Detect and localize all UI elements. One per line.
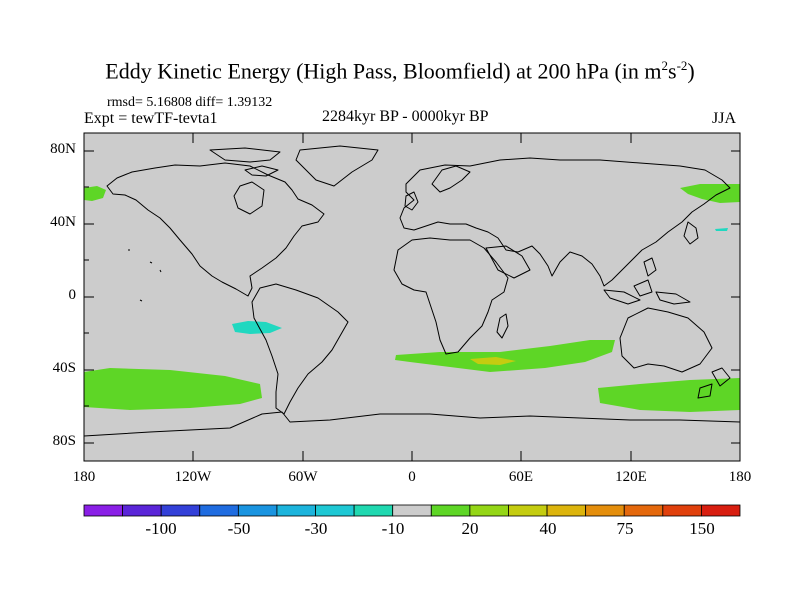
- stats-text: rmsd= 5.16808 diff= 1.39132: [107, 95, 273, 110]
- colorbar-label: 40: [539, 519, 557, 538]
- colorbar-label: -50: [227, 519, 251, 538]
- colorbar-swatch: [469, 504, 509, 517]
- lon-label: 180: [728, 469, 752, 485]
- coast-antarctica: [83, 411, 741, 437]
- colorbar-swatch: [83, 504, 123, 517]
- anomaly-fill: [84, 184, 740, 412]
- anomaly-south-pacific: [84, 368, 262, 410]
- coast-scandinavia: [431, 165, 471, 193]
- colorbar-swatch: [237, 504, 278, 517]
- colorbar-swatch: [585, 504, 625, 517]
- lat-label: 80S: [52, 433, 76, 449]
- plot-title: Eddy Kinetic Energy (High Pass, Bloomfie…: [105, 58, 695, 84]
- colorbar-label: 75: [616, 519, 634, 538]
- colorbar-swatch: [122, 504, 162, 517]
- coastlines: [83, 145, 741, 437]
- lon-label: 180: [72, 469, 96, 485]
- anomaly-north-pacific-negative: [715, 228, 728, 231]
- coast-australia: [619, 307, 713, 373]
- lon-label: 60E: [508, 469, 534, 485]
- coast-indonesia: [603, 257, 691, 305]
- coast-hudson-bay: [233, 181, 265, 215]
- coast-madagascar: [496, 313, 509, 339]
- colorbar-swatch: [430, 504, 471, 517]
- coast-greenland: [295, 145, 379, 187]
- colorbar-label: 20: [461, 519, 479, 538]
- coast-arctic-islands: [209, 147, 281, 177]
- lat-label: 40S: [52, 360, 76, 376]
- season-label: JJA: [712, 110, 737, 127]
- anomaly-north-pacific-west: [84, 186, 106, 201]
- coast-british-isles: [404, 191, 419, 211]
- coast-africa: [393, 237, 509, 355]
- colorbar-label: -100: [145, 519, 177, 538]
- colorbar-swatch: [199, 504, 239, 517]
- anomaly-south-indian: [395, 340, 615, 372]
- anomaly-south-indian-max: [470, 357, 516, 365]
- colorbar-swatch: [546, 504, 587, 517]
- coast-south-america: [251, 283, 349, 415]
- colorbar-label: 150: [689, 519, 715, 538]
- coast-japan: [683, 221, 699, 245]
- period-label: 2284kyr BP - 0000kyr BP: [322, 108, 489, 125]
- lon-label: 120W: [174, 469, 212, 485]
- colorbar: [83, 504, 741, 517]
- colorbar-label: -30: [304, 519, 328, 538]
- colorbar-swatch: [701, 504, 741, 517]
- coast-arabia: [485, 245, 531, 279]
- colorbar-swatch: [160, 504, 201, 517]
- map-background: [84, 133, 740, 461]
- lon-label: 60W: [288, 469, 318, 485]
- anomaly-east-pacific-negative: [232, 321, 282, 334]
- colorbar-swatch: [508, 504, 548, 517]
- colorbar-label: -10: [381, 519, 405, 538]
- colorbar-swatch: [662, 504, 702, 517]
- coast-north-america: [106, 162, 325, 297]
- lon-label: 120E: [615, 469, 647, 485]
- coast-eurasia: [399, 157, 731, 287]
- colorbar-swatch: [353, 504, 394, 517]
- lat-label: 80N: [50, 141, 76, 157]
- colorbar-swatch: [623, 504, 664, 517]
- colorbar-swatch: [276, 504, 316, 517]
- experiment-label: Expt = tewTF-tevta1: [84, 110, 218, 127]
- lon-label: 0: [408, 469, 416, 485]
- anomaly-north-pacific-east: [680, 184, 740, 203]
- colorbar-swatch: [392, 504, 432, 517]
- coast-pacific-islands: [128, 249, 162, 302]
- map-ticks: [83, 133, 741, 461]
- coast-new-zealand: [697, 367, 731, 399]
- lat-label: 40N: [50, 214, 76, 230]
- colorbar-swatch: [315, 504, 355, 517]
- lat-label: 0: [68, 287, 77, 303]
